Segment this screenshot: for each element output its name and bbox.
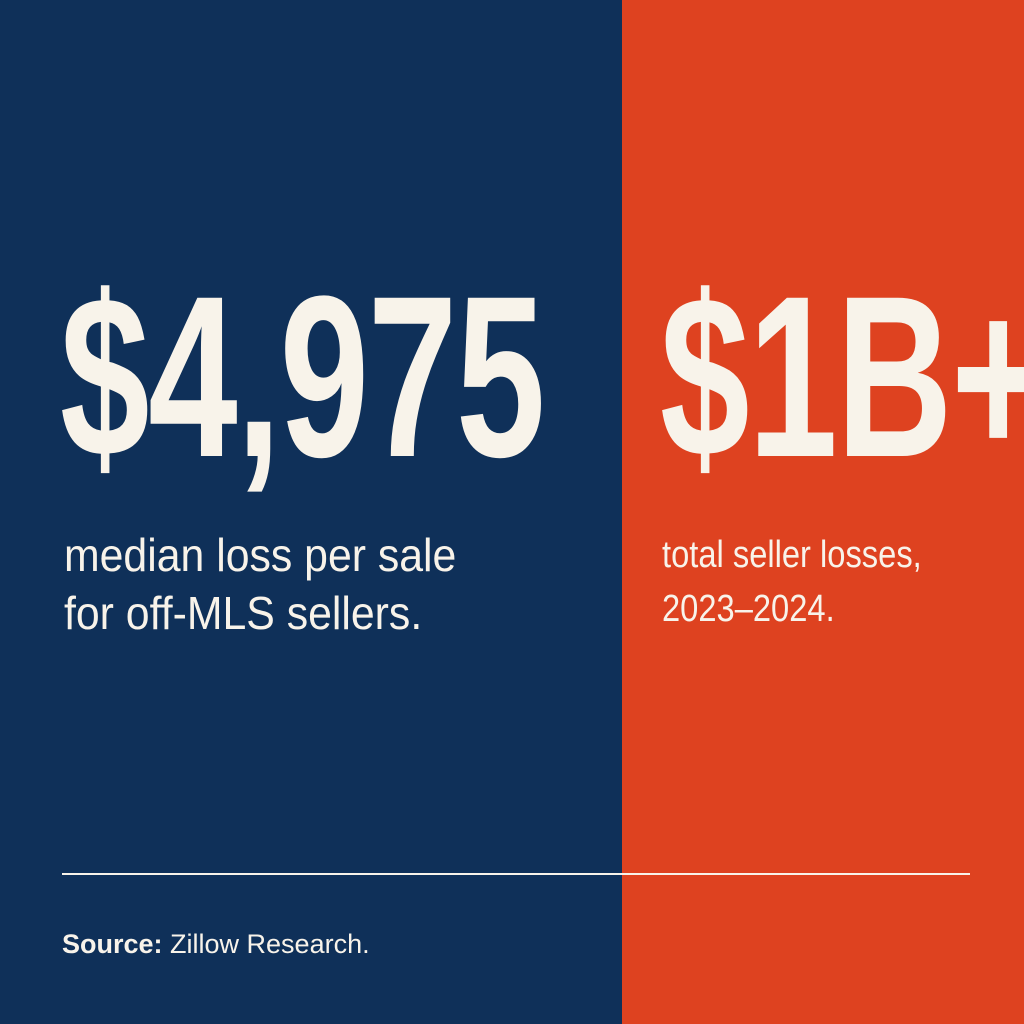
- left-panel: [0, 0, 622, 1024]
- source-credit: Source: Zillow Research.: [62, 929, 370, 960]
- right-stat-value: $1B+: [660, 248, 1024, 505]
- source-text: Zillow Research.: [162, 929, 370, 959]
- left-caption-line-2: for off-MLS sellers.: [64, 587, 423, 639]
- left-stat-value: $4,975: [60, 248, 545, 505]
- right-caption-line-1: total seller losses,: [662, 534, 922, 576]
- right-caption-line-2: 2023–2024.: [662, 588, 835, 630]
- right-panel: [622, 0, 1024, 1024]
- left-stat-caption: median loss per sale for off-MLS sellers…: [64, 526, 456, 642]
- source-label: Source:: [62, 929, 163, 959]
- divider-line: [62, 873, 970, 875]
- left-caption-line-1: median loss per sale: [64, 529, 457, 581]
- right-stat-caption: total seller losses, 2023–2024.: [662, 528, 922, 636]
